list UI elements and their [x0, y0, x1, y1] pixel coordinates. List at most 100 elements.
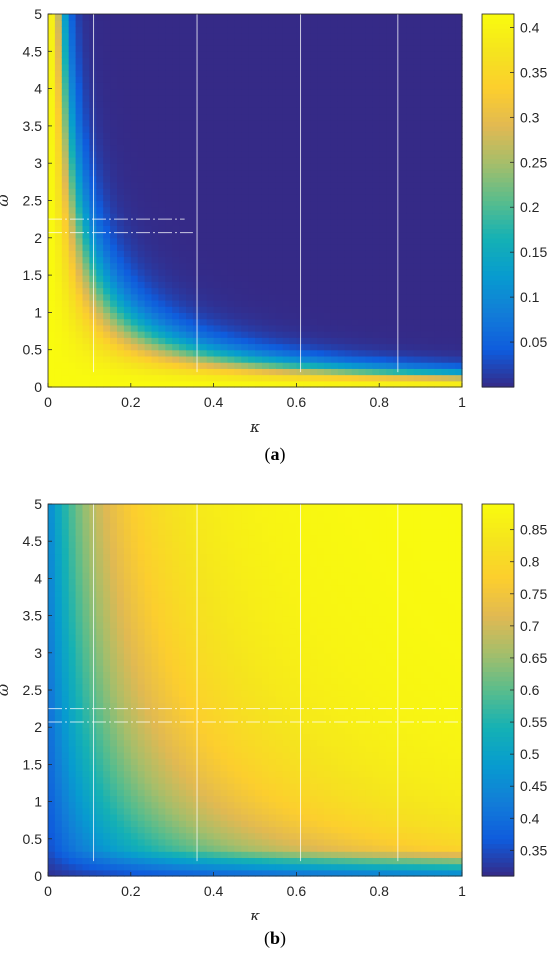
heatmap-cell: [310, 14, 318, 21]
heatmap-cell: [324, 88, 332, 96]
heatmap-cell: [137, 349, 146, 357]
heatmap-cell: [310, 150, 318, 158]
heatmap-cell: [324, 150, 332, 158]
heatmap-cell: [151, 615, 159, 623]
heatmap-cell: [337, 225, 346, 233]
heatmap-cell: [234, 250, 242, 258]
heatmap-cell: [117, 32, 125, 40]
heatmap-cell: [365, 262, 373, 270]
heatmap-cell: [399, 163, 408, 171]
heatmap-cell: [158, 590, 166, 598]
heatmap-cell: [82, 628, 90, 635]
heatmap-cell: [158, 851, 166, 858]
heatmap-cell: [379, 125, 387, 133]
heatmap-cell: [248, 299, 256, 307]
heatmap-cell: [179, 702, 187, 710]
heatmap-cell: [144, 553, 153, 561]
heatmap-cell: [172, 807, 180, 815]
heatmap-cell: [399, 194, 408, 202]
heatmap-cell: [406, 88, 415, 96]
heatmap-cell: [227, 281, 235, 289]
heatmap-cell: [213, 113, 222, 121]
heatmap-cell: [310, 374, 318, 382]
heatmap-cell: [206, 181, 215, 189]
heatmap-cell: [165, 504, 173, 511]
heatmap-cell: [48, 708, 56, 716]
heatmap-cell: [158, 57, 166, 65]
heatmap-cell: [179, 318, 187, 326]
heatmap-cell: [337, 14, 346, 21]
heatmap-cell: [151, 107, 159, 115]
heatmap-cell: [317, 26, 325, 34]
heatmap-cell: [68, 299, 77, 307]
heatmap-cell: [68, 721, 77, 728]
heatmap-cell: [110, 169, 118, 177]
heatmap-cell: [54, 132, 63, 139]
heatmap-cell: [61, 324, 70, 332]
heatmap-cell: [324, 337, 332, 345]
heatmap-cell: [261, 26, 270, 34]
heatmap-cell: [406, 63, 415, 71]
heatmap-cell: [54, 826, 63, 834]
heatmap-cell: [227, 32, 235, 40]
heatmap-cell: [199, 355, 208, 363]
heatmap-cell: [165, 349, 173, 357]
heatmap-cell: [303, 331, 311, 338]
y-tick-label: 5: [34, 6, 42, 22]
heatmap-cell: [68, 69, 77, 77]
heatmap-cell: [123, 522, 132, 530]
heatmap-cell: [448, 355, 456, 363]
heatmap-cell: [75, 349, 84, 357]
heatmap-cell: [103, 144, 111, 152]
heatmap-cell: [186, 721, 194, 728]
heatmap-cell: [310, 212, 318, 220]
heatmap-cell: [206, 32, 215, 40]
heatmap-cell: [123, 708, 132, 716]
heatmap-cell: [337, 175, 346, 183]
heatmap-cell: [220, 355, 228, 363]
heatmap-cell: [255, 355, 263, 363]
heatmap-cell: [365, 287, 373, 295]
heatmap-cell: [324, 82, 332, 90]
heatmap-cell: [172, 609, 180, 617]
heatmap-cell: [82, 677, 90, 685]
heatmap-cell: [103, 306, 111, 313]
heatmap-cell: [206, 194, 215, 202]
heatmap-cell: [61, 857, 70, 865]
heatmap-cell: [151, 362, 159, 369]
heatmap-cell: [330, 262, 339, 270]
heatmap-cell: [441, 156, 449, 164]
heatmap-cell: [96, 659, 104, 666]
heatmap-cell: [234, 69, 242, 77]
heatmap-cell: [110, 200, 118, 208]
heatmap-cell: [158, 597, 166, 604]
heatmap-cell: [165, 181, 173, 189]
heatmap-cell: [117, 714, 125, 722]
heatmap-cell: [151, 789, 159, 796]
heatmap-cell: [123, 113, 132, 121]
heatmap-cell: [48, 132, 56, 139]
heatmap-cell: [234, 94, 242, 102]
heatmap-cell: [110, 634, 118, 641]
heatmap-cell: [413, 287, 422, 295]
heatmap-cell: [82, 590, 90, 598]
heatmap-cell: [117, 727, 125, 734]
heatmap-cell: [158, 863, 166, 871]
heatmap-cell: [199, 250, 208, 258]
heatmap-cell: [110, 138, 118, 146]
heatmap-cell: [434, 237, 442, 245]
heatmap-cell: [406, 14, 415, 21]
heatmap-cell: [275, 125, 284, 133]
heatmap-cell: [406, 32, 415, 40]
heatmap-cell: [117, 113, 125, 121]
heatmap-cell: [199, 150, 208, 158]
heatmap-cell: [54, 528, 63, 536]
heatmap-cell: [324, 374, 332, 382]
heatmap-cell: [96, 107, 104, 115]
heatmap-cell: [96, 869, 104, 877]
heatmap-cell: [351, 324, 360, 332]
heatmap-cell: [151, 188, 159, 195]
heatmap-cell: [48, 832, 56, 840]
heatmap-cell: [372, 144, 380, 152]
heatmap-cell: [344, 113, 353, 121]
